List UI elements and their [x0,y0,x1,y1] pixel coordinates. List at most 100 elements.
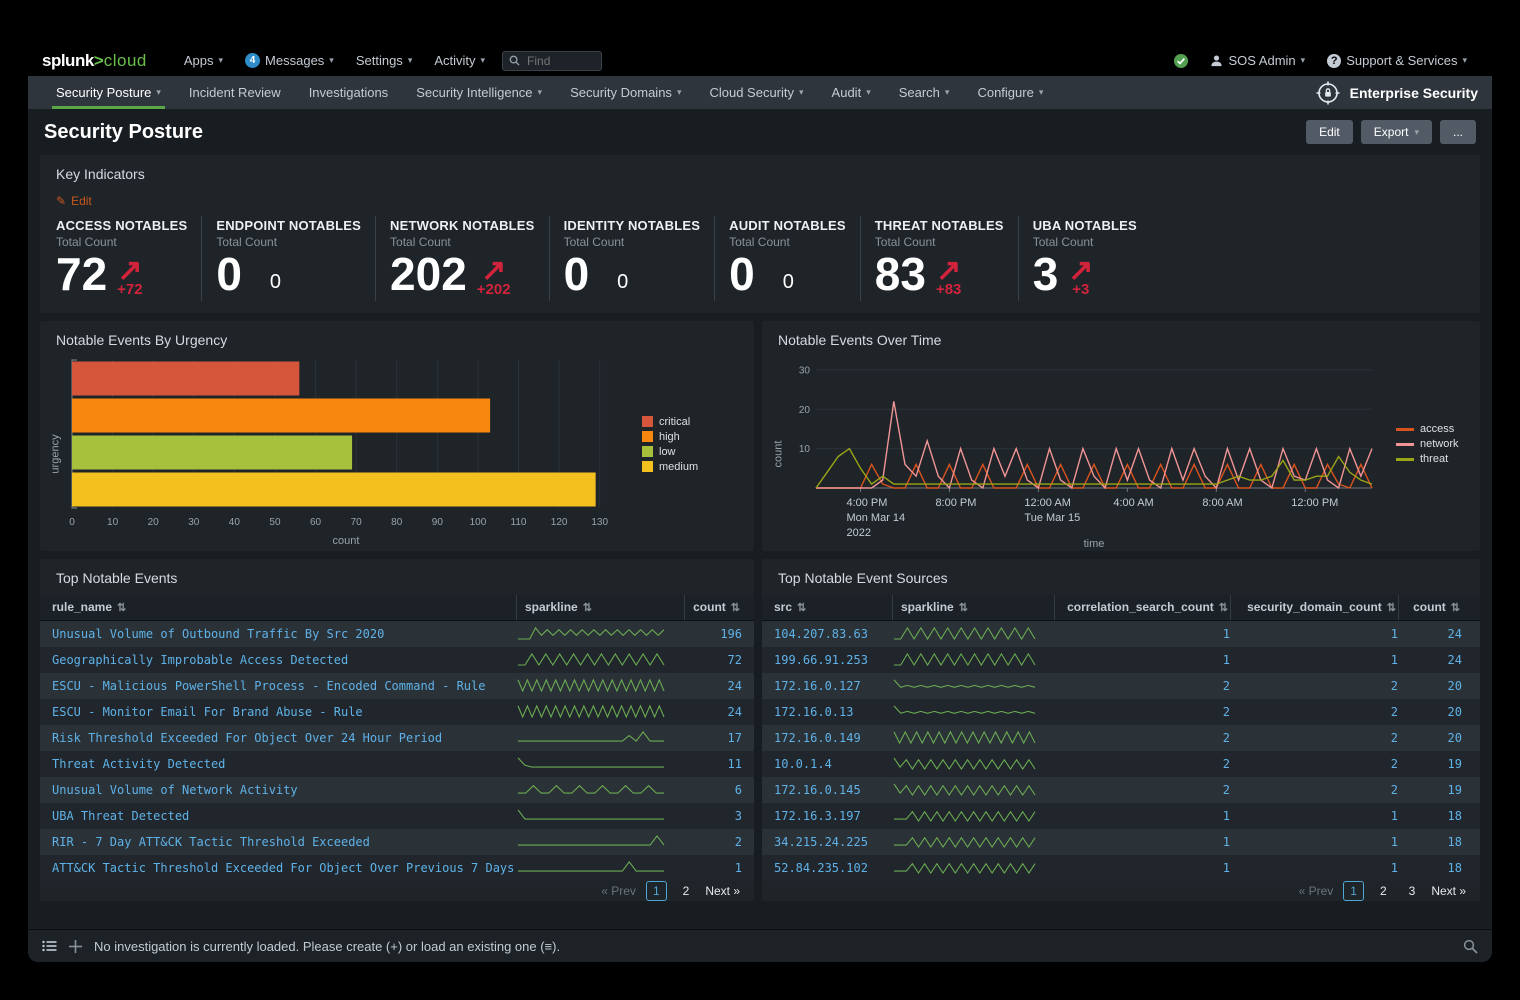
rule-name-link[interactable]: ESCU - Malicious PowerShell Process - En… [52,679,516,693]
source-ip-link[interactable]: 172.16.0.145 [774,783,892,797]
column-header-count[interactable]: count⇅ [1398,595,1462,620]
column-header-src[interactable]: src⇅ [774,595,892,620]
source-ip-link[interactable]: 52.84.235.102 [774,861,892,875]
user-menu[interactable]: SOS Admin▾ [1199,53,1316,68]
nav-item-configure[interactable]: Configure▾ [963,76,1057,109]
prev-page-button[interactable]: « Prev [1299,884,1334,898]
page-button-2[interactable]: 2 [1374,882,1393,900]
column-header-correlation_search_count[interactable]: correlation_search_count⇅ [1054,595,1230,620]
bar-chart[interactable]: 0102030405060708090100110120130count [64,354,632,555]
kpi-uba-notables[interactable]: UBA NOTABLESTotal Count3↗+3 [1018,216,1151,301]
page-button-1[interactable]: 1 [1343,881,1364,901]
nav-item-investigations[interactable]: Investigations [295,76,403,109]
rule-name-link[interactable]: Geographically Improbable Access Detecte… [52,653,516,667]
find-input[interactable] [525,53,595,69]
source-ip-link[interactable]: 10.0.1.4 [774,757,892,771]
source-ip-link[interactable]: 172.16.0.127 [774,679,892,693]
bar-critical[interactable] [72,361,299,395]
kpi-network-notables[interactable]: NETWORK NOTABLESTotal Count202↗+202 [375,216,549,301]
source-ip-link[interactable]: 199.66.91.253 [774,653,892,667]
menu-messages[interactable]: 4 Messages▾ [234,45,345,76]
kpi-threat-notables[interactable]: THREAT NOTABLESTotal Count83↗+83 [860,216,1018,301]
rule-name-link[interactable]: Threat Activity Detected [52,757,516,771]
rule-name-link[interactable]: UBA Threat Detected [52,809,516,823]
page-button-1[interactable]: 1 [646,881,667,901]
sort-icon[interactable]: ⇅ [1387,601,1396,614]
column-header-security_domain_count[interactable]: security_domain_count⇅ [1230,595,1398,620]
svg-text:8:00 PM: 8:00 PM [935,497,976,509]
legend-item-access[interactable]: access [1396,423,1459,435]
rule-name-link[interactable]: Unusual Volume of Outbound Traffic By Sr… [52,627,516,641]
zoom-search-icon[interactable] [1463,939,1478,954]
menu-apps[interactable]: Apps▾ [173,45,234,76]
source-ip-link[interactable]: 172.16.3.197 [774,809,892,823]
legend-item-medium[interactable]: medium [642,461,698,473]
rule-name-link[interactable]: Unusual Volume of Network Activity [52,783,516,797]
nav-item-security-domains[interactable]: Security Domains▾ [556,76,695,109]
series-threat[interactable] [816,448,1372,487]
health-check-icon[interactable] [1173,53,1189,69]
menu-activity[interactable]: Activity▾ [423,45,496,76]
nav-item-security-posture[interactable]: Security Posture▾ [42,76,175,109]
page-button-2[interactable]: 2 [677,882,696,900]
kpi-identity-notables[interactable]: IDENTITY NOTABLESTotal Count00 [549,216,715,301]
legend-item-high[interactable]: high [642,431,698,443]
rule-name-link[interactable]: Risk Threshold Exceeded For Object Over … [52,731,516,745]
kpi-subtitle: Total Count [390,235,535,249]
page-button-3[interactable]: 3 [1403,882,1422,900]
splunk-cloud-logo[interactable]: splunk>cloud [42,51,147,71]
nav-item-audit[interactable]: Audit▾ [818,76,885,109]
kpi-access-notables[interactable]: ACCESS NOTABLESTotal Count72↗+72 [56,216,201,301]
sort-icon[interactable]: ⇅ [959,601,968,614]
bar-low[interactable] [72,435,352,469]
sort-icon[interactable]: ⇅ [583,601,592,614]
events-table-header: rule_name⇅sparkline⇅count⇅ [40,595,754,621]
nav-item-security-intelligence[interactable]: Security Intelligence▾ [402,76,556,109]
legend-item-critical[interactable]: critical [642,416,698,428]
source-ip-link[interactable]: 34.215.24.225 [774,835,892,849]
column-header-rule_name[interactable]: rule_name⇅ [52,595,516,620]
sort-icon[interactable]: ⇅ [1451,601,1460,614]
rule-name-link[interactable]: ESCU - Monitor Email For Brand Abuse - R… [52,705,516,719]
svg-text:4:00 PM: 4:00 PM [846,497,887,509]
column-header-sparkline[interactable]: sparkline⇅ [892,595,1054,620]
nav-item-cloud-security[interactable]: Cloud Security▾ [695,76,817,109]
next-page-button[interactable]: Next » [705,884,740,898]
column-header-count[interactable]: count⇅ [684,595,742,620]
sort-icon[interactable]: ⇅ [797,601,806,614]
legend-item-threat[interactable]: threat [1396,453,1459,465]
nav-item-search[interactable]: Search▾ [885,76,964,109]
sort-icon[interactable]: ⇅ [1219,601,1228,614]
edit-button[interactable]: Edit [1306,120,1353,144]
find-search-box[interactable] [502,51,602,71]
export-button[interactable]: Export▾ [1361,120,1432,144]
sparkline [516,649,666,667]
support-menu[interactable]: ? Support & Services▾ [1316,53,1478,68]
rule-name-link[interactable]: RIR - 7 Day ATT&CK Tactic Threshold Exce… [52,835,516,849]
legend-item-low[interactable]: low [642,446,698,458]
kpi-endpoint-notables[interactable]: ENDPOINT NOTABLESTotal Count00 [201,216,375,301]
bar-medium[interactable] [72,472,596,506]
kpi-audit-notables[interactable]: AUDIT NOTABLESTotal Count00 [714,216,860,301]
nav-item-incident-review[interactable]: Incident Review [175,76,295,109]
source-ip-link[interactable]: 172.16.0.149 [774,731,892,745]
prev-page-button[interactable]: « Prev [601,884,636,898]
menu-settings[interactable]: Settings▾ [345,45,424,76]
sparkline [516,831,666,849]
next-page-button[interactable]: Next » [1431,884,1466,898]
create-investigation-icon[interactable] [69,940,82,953]
investigation-list-icon[interactable] [42,940,57,952]
column-header-sparkline[interactable]: sparkline⇅ [516,595,684,620]
sort-icon[interactable]: ⇅ [731,601,740,614]
rule-name-link[interactable]: ATT&CK Tactic Threshold Exceeded For Obj… [52,861,516,875]
source-ip-link[interactable]: 104.207.83.63 [774,627,892,641]
bar-high[interactable] [72,398,490,432]
source-ip-link[interactable]: 172.16.0.13 [774,705,892,719]
count-value: 18 [1398,861,1462,875]
legend-item-network[interactable]: network [1396,438,1459,450]
line-chart[interactable]: 1020304:00 PMMon Mar 1420228:00 PM12:00 … [786,354,1386,555]
more-options-button[interactable]: ... [1440,120,1476,144]
key-indicators-edit-link[interactable]: ✎ Edit [40,182,108,208]
enterprise-security-brand[interactable]: Enterprise Security [1315,76,1478,109]
sort-icon[interactable]: ⇅ [117,601,126,614]
